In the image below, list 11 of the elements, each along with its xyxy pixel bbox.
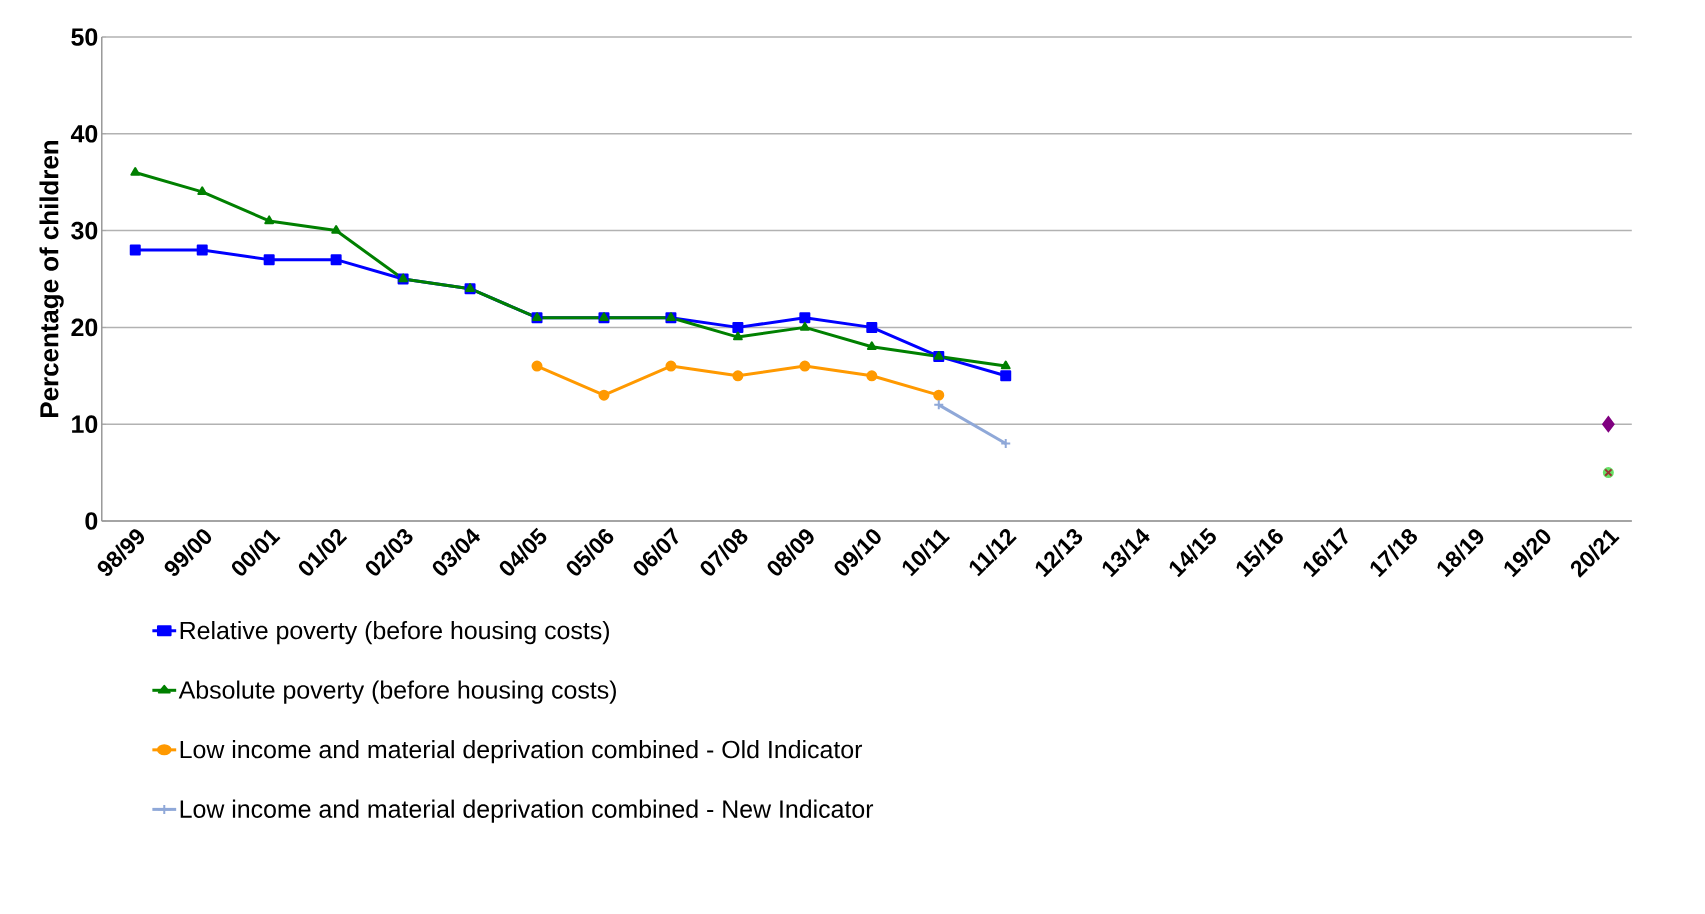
y-tick-label: 30 (71, 221, 98, 240)
y-tick-label: 50 (71, 28, 98, 46)
legend-label: Low income and material deprivation combined - New Indicator (180, 799, 874, 823)
y-tick-label: 0 (85, 512, 98, 530)
legend-label: Relative poverty (before housing costs) (180, 620, 609, 645)
y-axis-title: Percentage of children (39, 140, 64, 417)
legend-label: Absolute poverty (before housing costs) (178, 680, 616, 704)
legend-label: Low income and material deprivation combined - Old Indicator (180, 740, 863, 764)
y-tick-label: 20 (71, 318, 98, 337)
y-tick-label: 40 (70, 124, 98, 143)
y-tick-label: 10 (72, 415, 98, 434)
